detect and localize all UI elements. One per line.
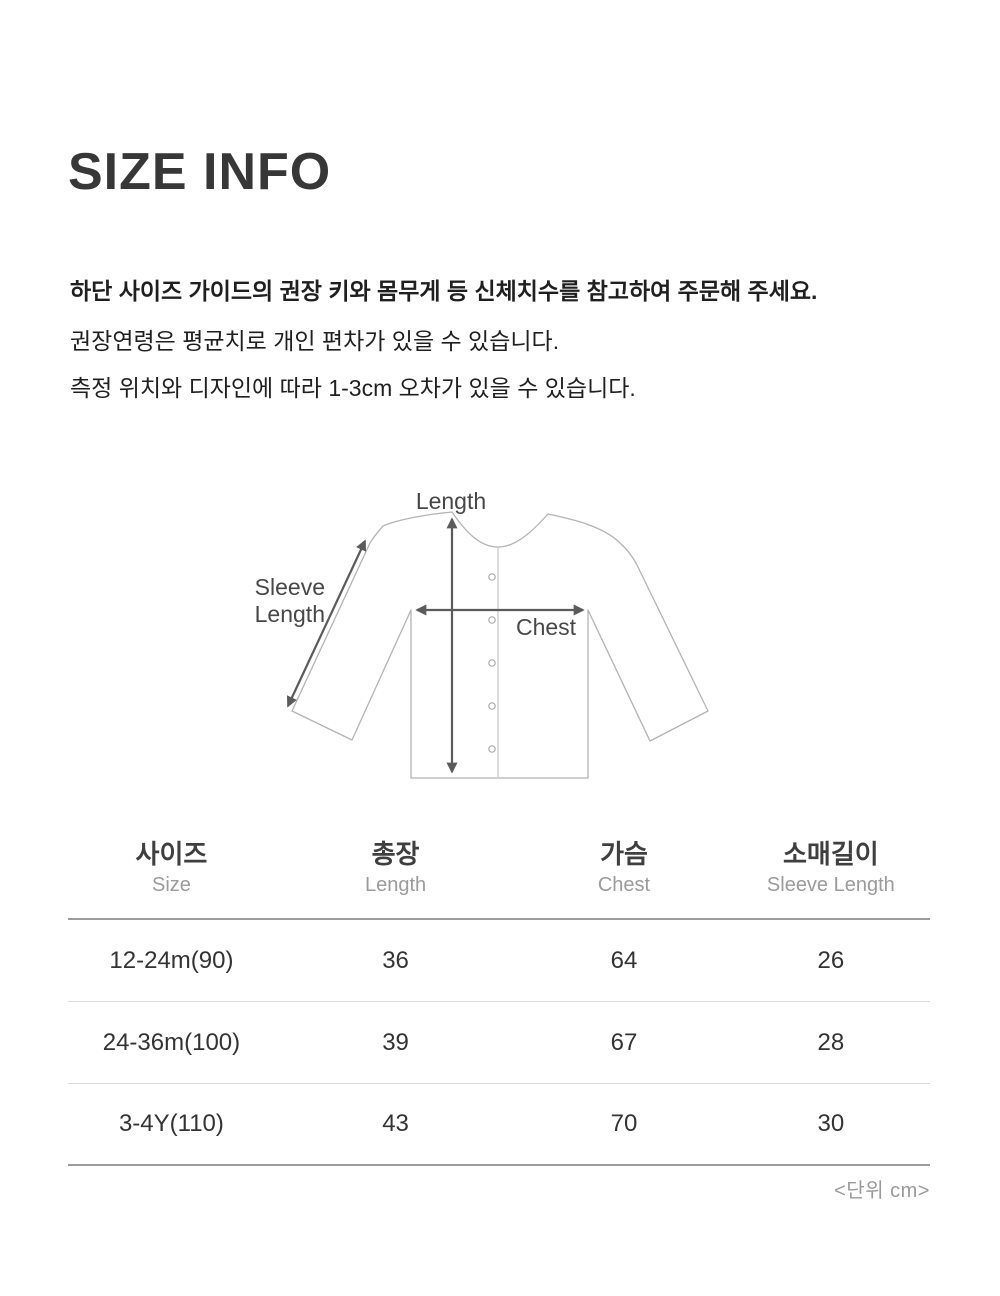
sleeve-length-arrow — [286, 539, 367, 708]
table-header-length: 총장 Length — [275, 838, 516, 898]
table-row: 24-36m(100) 39 67 28 — [68, 1002, 930, 1084]
table-row: 3-4Y(110) 43 70 30 — [68, 1084, 930, 1166]
diagram-label-sleeve-line1: Sleeve — [255, 574, 325, 600]
table-header-sleeve-length: 소매길이 Sleeve Length — [732, 838, 930, 898]
table-cell-sleeve: 30 — [817, 1110, 845, 1137]
header-sleeve-en: Sleeve Length — [766, 874, 895, 896]
table-cell-size: 24-36m(100) — [102, 1028, 241, 1056]
note-line-2: 권장연령은 평균치로 개인 편차가 있을 수 있습니다. — [70, 328, 560, 354]
note-line-3: 측정 위치와 디자인에 따라 1-3cm 오차가 있을 수 있습니다. — [70, 375, 636, 401]
button-icons — [488, 573, 496, 753]
garment-measurement-diagram: Length Sleeve Length Chest — [240, 478, 760, 810]
table-cell-length: 36 — [382, 946, 409, 974]
table-header-chest: 가슴 Chest — [516, 838, 732, 898]
table-row: 12-24m(90) 36 64 26 — [68, 920, 930, 1002]
size-table: 사이즈 Size 총장 Length 가슴 Chest 소매길이 Sleeve … — [68, 838, 930, 1166]
note-line-1: 하단 사이즈 가이드의 권장 키와 몸무게 등 신체치수를 참고하여 주문해 주… — [70, 278, 818, 304]
table-cell-chest: 70 — [610, 1110, 638, 1137]
header-length-ko: 총장 — [371, 839, 420, 869]
header-size-en: Size — [151, 874, 191, 896]
garment-outline — [291, 511, 709, 779]
table-cell-chest: 67 — [610, 1028, 638, 1056]
diagram-label-sleeve-line2: Length — [255, 601, 325, 627]
table-cell-length: 39 — [382, 1028, 409, 1056]
size-table-header: 사이즈 Size 총장 Length 가슴 Chest 소매길이 Sleeve … — [68, 838, 930, 920]
header-chest-ko: 가슴 — [600, 839, 648, 869]
table-cell-chest: 64 — [610, 946, 638, 974]
table-cell-sleeve: 28 — [817, 1028, 845, 1056]
table-cell-size: 3-4Y(110) — [118, 1110, 224, 1137]
table-cell-size: 12-24m(90) — [109, 946, 234, 974]
diagram-label-chest: Chest — [516, 614, 577, 640]
unit-note: <단위 cm> — [834, 1180, 930, 1202]
diagram-label-length: Length — [416, 488, 486, 514]
table-cell-length: 43 — [382, 1110, 409, 1137]
page-title: SIZE INFO — [68, 143, 332, 201]
header-length-en: Length — [364, 874, 427, 896]
header-size-ko: 사이즈 — [135, 839, 208, 869]
table-header-size: 사이즈 Size — [68, 838, 275, 898]
header-chest-en: Chest — [597, 874, 651, 896]
table-cell-sleeve: 26 — [817, 946, 845, 974]
header-sleeve-ko: 소매길이 — [783, 839, 879, 869]
garment-diagram-svg: Length Sleeve Length Chest — [255, 488, 709, 779]
